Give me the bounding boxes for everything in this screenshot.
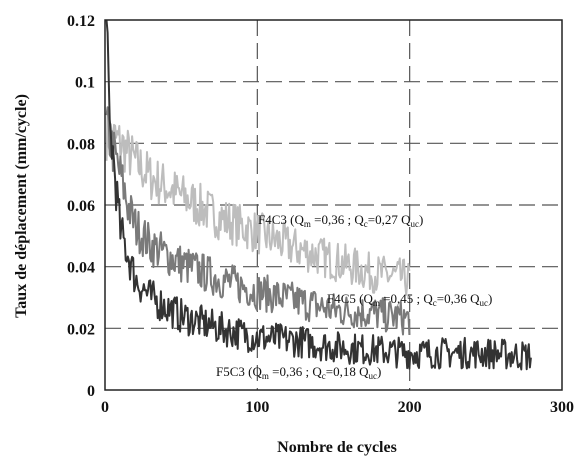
y-tick-label: 0.12 xyxy=(67,13,95,30)
x-tick-label: 0 xyxy=(101,399,109,416)
y-tick-label: 0.1 xyxy=(75,75,95,92)
x-tick-labels: 0 100 200 300 xyxy=(101,399,574,416)
series-line-f4c5 xyxy=(105,106,411,336)
series-line-f4c3 xyxy=(105,111,411,296)
annotation-f5c3: F5C3 (Qm =0,36 ; Qc=0,18 Quc) xyxy=(216,364,381,381)
x-tick-label: 100 xyxy=(245,399,269,416)
y-tick-label: 0.04 xyxy=(67,260,95,277)
y-tick-labels: 0 0.02 0.04 0.06 0.08 0.1 0.12 xyxy=(67,13,95,400)
y-tick-label: 0.06 xyxy=(67,198,95,215)
y-tick-label: 0 xyxy=(87,383,95,400)
annotation-f4c5: F4C5 (Qm =0,45 ; Qc=0,36 Quc) xyxy=(327,291,492,308)
annotation-f4c3: F4C3 (Qm =0,36 ; Qc=0,27 Quc) xyxy=(258,212,423,229)
y-tick-label: 0.02 xyxy=(67,321,95,338)
y-axis-title: Taux de déplacement (mm/cycle) xyxy=(13,94,30,318)
series-line-f5c3 xyxy=(105,19,532,371)
x-tick-label: 200 xyxy=(398,399,422,416)
x-tick-label: 300 xyxy=(550,399,574,416)
series-layer xyxy=(105,19,532,371)
plot-frame xyxy=(104,19,563,391)
grid xyxy=(105,20,562,390)
x-axis-title: Nombre de cycles xyxy=(277,439,397,456)
y-tick-label: 0.08 xyxy=(67,136,95,153)
